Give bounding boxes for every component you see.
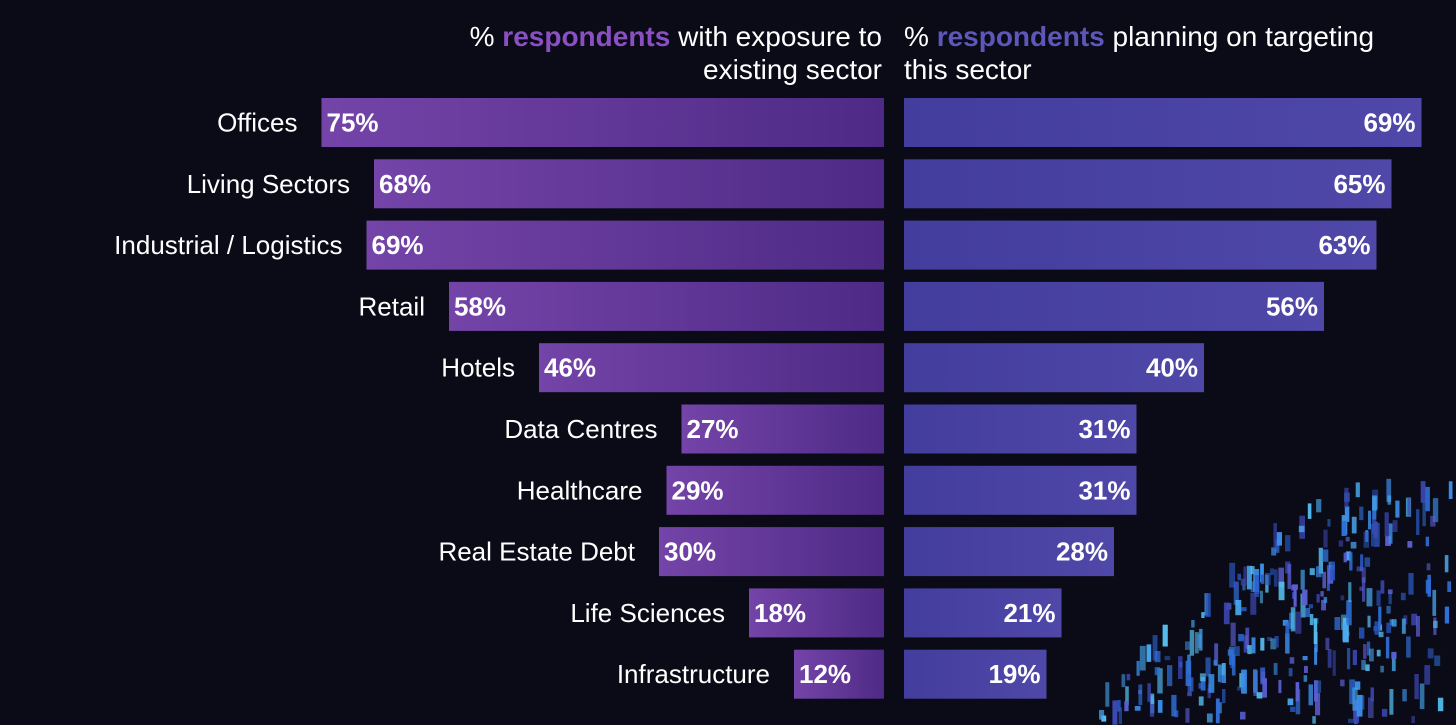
category-label-6: Healthcare [517,475,643,505]
bar-exposure-5 [681,404,884,454]
bar-exposure-4 [539,343,884,393]
bar-targeting-9 [904,649,1047,699]
bar-exposure-7 [659,527,884,577]
category-label-2: Industrial / Logistics [114,230,342,260]
right-series-header: % respondents planning on targeting this… [904,20,1374,86]
value-label-targeting-3: 56% [1266,291,1318,321]
value-label-exposure-2: 69% [372,230,424,260]
value-label-exposure-3: 58% [454,291,506,321]
bar-targeting-7 [904,527,1114,577]
bar-targeting-1 [904,159,1392,209]
bar-exposure-9 [794,649,884,699]
value-label-exposure-6: 29% [672,475,724,505]
value-label-targeting-0: 69% [1363,108,1415,138]
value-label-exposure-8: 18% [754,598,806,628]
bar-targeting-0 [904,98,1422,147]
bar-targeting-5 [904,404,1137,454]
bar-exposure-8 [749,588,884,638]
value-label-exposure-4: 46% [544,353,596,383]
bar-exposure-6 [666,465,884,515]
bar-targeting-4 [904,343,1204,393]
right-header-suffix: planning on targeting [1104,21,1375,52]
category-label-9: Infrastructure [617,659,770,689]
category-label-3: Retail [359,291,425,321]
bar-targeting-6 [904,465,1137,515]
category-label-5: Data Centres [504,414,657,444]
right-header-prefix: % [904,21,937,52]
value-label-exposure-1: 68% [379,169,431,199]
left-series-header: % respondents with exposure to existing … [470,20,882,86]
bar-exposure-1 [374,159,884,209]
category-label-4: Hotels [441,353,515,383]
left-header-suffix: with exposure to [670,21,882,52]
value-label-exposure-5: 27% [687,414,739,444]
value-label-exposure-0: 75% [327,108,379,138]
value-label-exposure-7: 30% [664,537,716,567]
value-label-targeting-5: 31% [1078,414,1130,444]
left-header-line2: existing sector [703,54,882,85]
bar-targeting-2 [904,220,1377,270]
value-label-targeting-2: 63% [1318,230,1370,260]
category-label-0: Offices [217,108,297,138]
category-label-7: Real Estate Debt [438,537,635,567]
left-header-line1: % respondents with exposure to [470,20,882,53]
category-label-8: Life Sciences [570,598,725,628]
category-label-1: Living Sectors [187,169,350,199]
value-label-targeting-9: 19% [988,659,1040,689]
left-header-prefix: % [469,21,503,52]
value-label-exposure-9: 12% [799,659,851,689]
bar-exposure-3 [449,281,884,331]
value-label-targeting-6: 31% [1078,475,1130,505]
right-header-accent: respondents [936,21,1105,52]
bar-exposure-0 [321,98,884,147]
bar-exposure-2 [366,220,884,270]
bar-targeting-3 [904,281,1324,331]
left-header-accent: respondents [502,21,671,52]
right-header-line2: this sector [904,54,1032,85]
right-header-line1: % respondents planning on targeting [904,20,1374,53]
value-label-targeting-4: 40% [1146,353,1198,383]
value-label-targeting-7: 28% [1056,537,1108,567]
value-label-targeting-1: 65% [1333,169,1385,199]
value-label-targeting-8: 21% [1003,598,1055,628]
bar-targeting-8 [904,588,1062,638]
